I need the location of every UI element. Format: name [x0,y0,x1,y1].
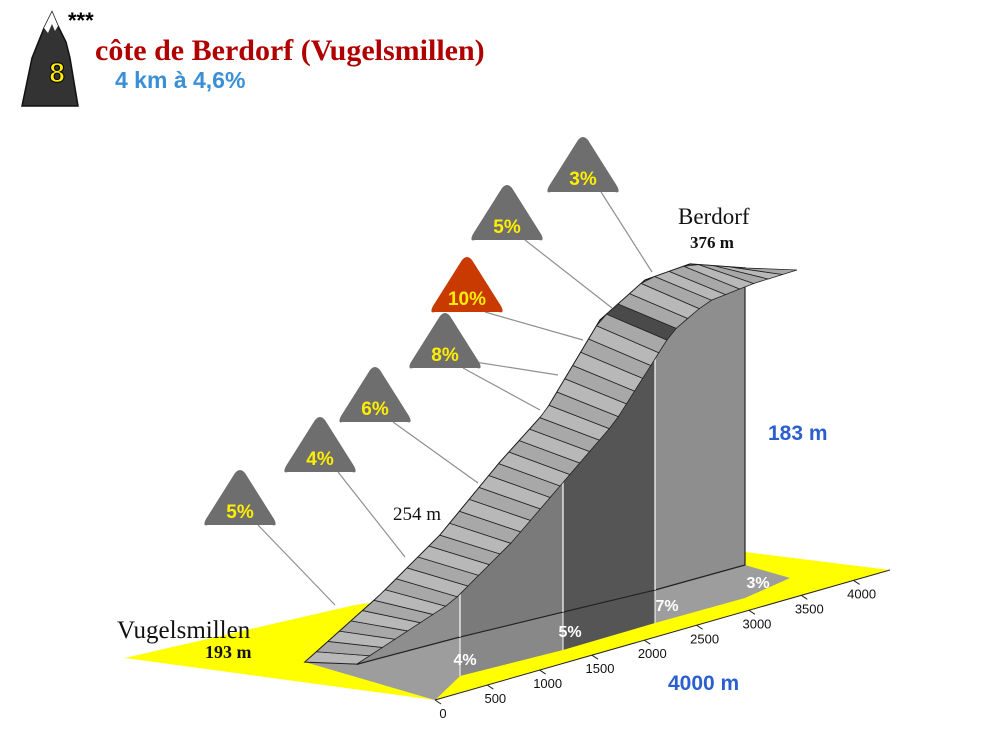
badge-leader-line [474,361,559,376]
x-tick [434,699,442,705]
floor-segment-1-left [305,662,460,700]
x-tick-label: 2000 [638,646,667,661]
chart-subtitle: 4 km à 4,6% [115,67,245,93]
badge-leader-line [484,311,584,341]
grade-badge-triangle [284,417,356,473]
end-altitude-label: 376 m [690,233,734,252]
floor-segment-4 [655,565,790,623]
x-tick-label: 0 [439,706,446,721]
mid-altitude-label: 254 m [393,504,441,525]
category-badge: 8 *** [21,8,94,107]
mountain-snowcap-icon [44,12,58,33]
grade-badge-triangle [547,137,619,193]
x-tick-label: 1500 [586,661,615,676]
grade-badge-label: 4% [306,449,334,470]
grade-badge-label: 8% [431,345,459,366]
x-tick [487,684,494,690]
floor-segments [305,565,790,700]
distance-label: 4000 m [668,672,739,695]
x-axis: 0 500 1000 1500 2000 2500 3000 3500 4000 [434,569,891,721]
x-tick [696,624,703,630]
x-tick-label: 3000 [742,616,771,631]
x-tick [748,609,756,615]
grade-badge-triangle [431,257,503,313]
grade-badges: 5% 4% 6% 8% 10% 5% 3% [204,137,653,606]
x-tick-label: 3500 [795,601,824,616]
road-step [729,266,798,275]
grade-badge-triangle [409,313,481,369]
start-altitude-label: 193 m [205,642,252,662]
grade-badge-label: 5% [226,502,254,523]
badge-leader-line [462,367,541,411]
x-tick-label: 2500 [690,631,719,646]
x-tick [644,639,651,645]
x-tick-label: 4000 [847,586,876,601]
x-tick [853,579,860,585]
x-axis-line [434,569,891,701]
badge-leader-line [600,191,653,273]
badge-leader-line [337,471,406,558]
x-tick-label: 1000 [533,676,562,691]
x-tick [591,654,599,660]
end-label: Berdorf [678,204,750,229]
badge-leader-line [524,239,613,309]
segment-grade-labels: 4% 5% 7% 3% [453,575,769,669]
category-stars: *** [68,8,94,33]
chart-title: côte de Berdorf (Vugelsmillen) [95,34,485,67]
grade-badge-label: 3% [569,169,597,190]
segment-grade-label: 7% [655,598,678,615]
badge-leader-line [392,421,479,484]
x-tick [539,669,546,675]
grade-badge-triangle [339,367,411,423]
grade-badge-label: 6% [361,399,389,420]
x-tick-label: 500 [484,691,506,706]
segment-grade-label: 4% [453,652,476,669]
segment-grade-label: 5% [558,624,581,641]
grade-badge-label: 5% [493,217,521,238]
start-label: Vugelsmillen [117,617,251,644]
x-tick [800,594,808,600]
road-steps [303,264,798,665]
grade-badge-triangle [204,470,276,526]
grade-badge-triangle [471,185,543,241]
segment-grade-label: 3% [746,575,769,592]
badge-leader-line [257,524,336,606]
grade-badge-label: 10% [448,289,486,310]
category-number: 8 [49,57,65,88]
elevation-gain-label: 183 m [768,422,828,445]
